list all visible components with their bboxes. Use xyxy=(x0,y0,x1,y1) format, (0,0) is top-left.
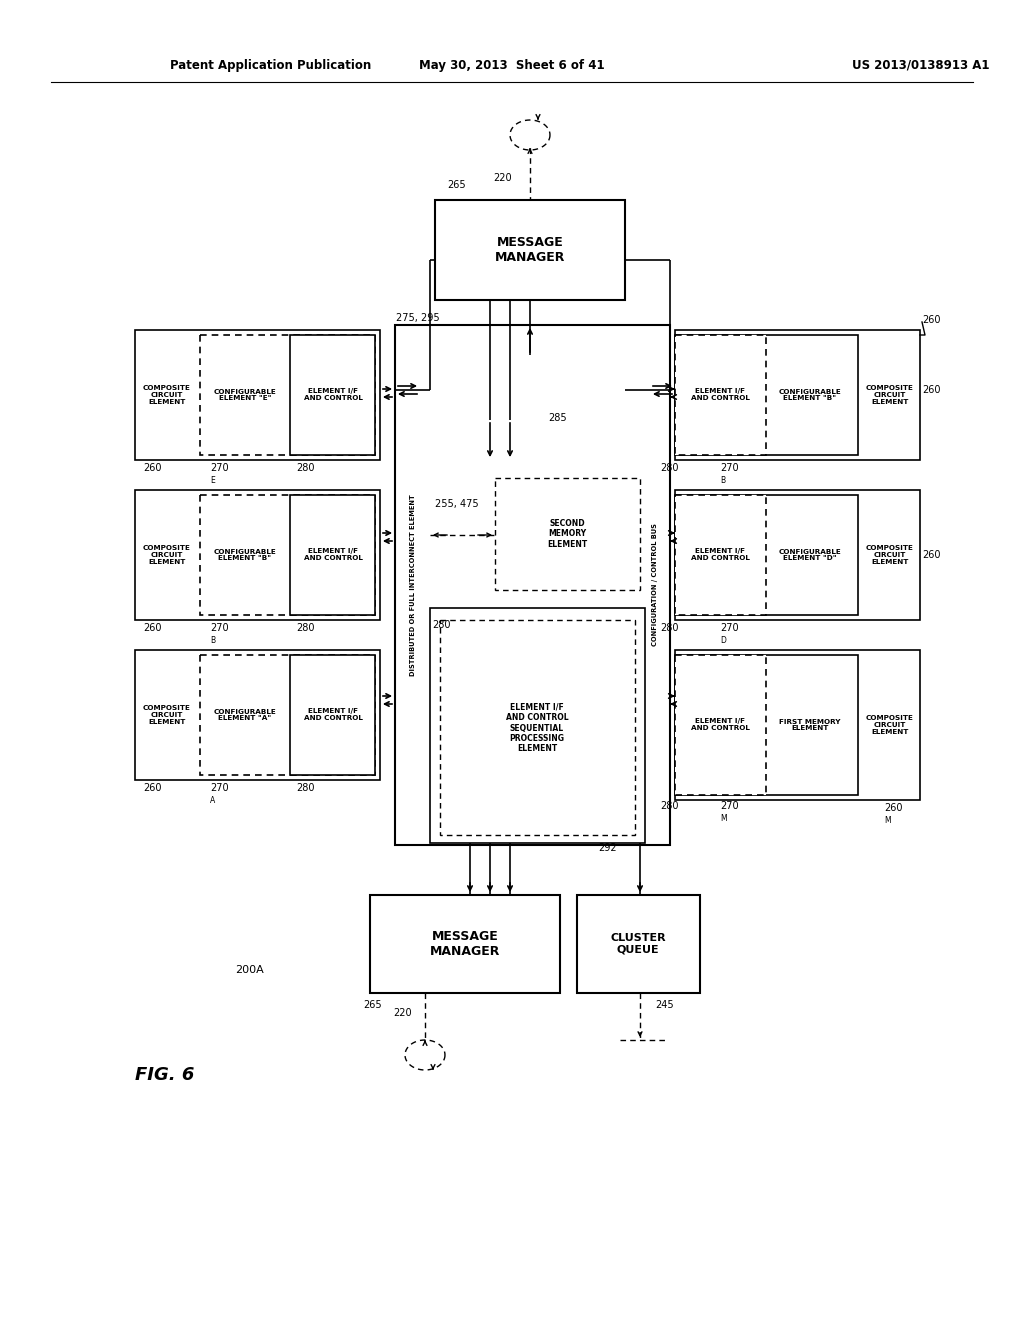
Bar xyxy=(675,335,766,455)
Text: 260: 260 xyxy=(922,315,940,325)
Text: M: M xyxy=(884,816,891,825)
Text: 260: 260 xyxy=(143,623,162,634)
Bar xyxy=(135,490,380,620)
Text: COMPOSITE
CIRCUIT
ELEMENT: COMPOSITE CIRCUIT ELEMENT xyxy=(866,715,914,735)
Text: ELEMENT I/F
AND CONTROL: ELEMENT I/F AND CONTROL xyxy=(690,549,750,561)
Text: 285: 285 xyxy=(548,413,566,422)
Bar xyxy=(200,335,375,455)
Text: CONFIGURABLE
ELEMENT "A": CONFIGURABLE ELEMENT "A" xyxy=(214,709,276,722)
Text: COMPOSITE
CIRCUIT
ELEMENT: COMPOSITE CIRCUIT ELEMENT xyxy=(866,545,914,565)
Text: 292: 292 xyxy=(598,843,616,853)
Bar xyxy=(200,495,375,615)
Text: CONFIGURABLE
ELEMENT "B": CONFIGURABLE ELEMENT "B" xyxy=(214,549,276,561)
Text: 270: 270 xyxy=(720,463,738,473)
Text: 280: 280 xyxy=(660,623,679,634)
Text: B: B xyxy=(720,477,725,484)
Text: 220: 220 xyxy=(393,1008,412,1018)
Text: MESSAGE
MANAGER: MESSAGE MANAGER xyxy=(495,236,565,264)
Text: ELEMENT I/F
AND CONTROL: ELEMENT I/F AND CONTROL xyxy=(303,709,362,722)
Text: 255, 475: 255, 475 xyxy=(435,499,478,510)
Bar xyxy=(577,895,700,993)
Text: B: B xyxy=(210,636,215,645)
Text: M: M xyxy=(720,814,727,822)
Text: E: E xyxy=(210,477,215,484)
Text: COMPOSITE
CIRCUIT
ELEMENT: COMPOSITE CIRCUIT ELEMENT xyxy=(143,705,190,725)
Text: 260: 260 xyxy=(143,463,162,473)
Text: 280: 280 xyxy=(296,783,314,793)
Text: 270: 270 xyxy=(210,463,228,473)
Text: 220: 220 xyxy=(493,173,512,183)
Text: A: A xyxy=(210,796,215,805)
Bar xyxy=(290,495,375,615)
Text: 280: 280 xyxy=(296,623,314,634)
Text: ELEMENT I/F
AND CONTROL: ELEMENT I/F AND CONTROL xyxy=(303,549,362,561)
Text: FIG. 6: FIG. 6 xyxy=(135,1067,195,1084)
Text: 280: 280 xyxy=(660,801,679,810)
Text: ELEMENT I/F
AND CONTROL: ELEMENT I/F AND CONTROL xyxy=(690,388,750,401)
Text: 260: 260 xyxy=(922,385,940,395)
Text: COMPOSITE
CIRCUIT
ELEMENT: COMPOSITE CIRCUIT ELEMENT xyxy=(143,385,190,405)
Text: FIRST MEMORY
ELEMENT: FIRST MEMORY ELEMENT xyxy=(779,718,841,731)
Bar xyxy=(675,335,858,455)
Text: 260: 260 xyxy=(884,803,902,813)
Text: 270: 270 xyxy=(720,801,738,810)
Bar xyxy=(675,655,766,795)
Text: 280: 280 xyxy=(296,463,314,473)
Text: D: D xyxy=(720,636,726,645)
Text: ELEMENT I/F
AND CONTROL: ELEMENT I/F AND CONTROL xyxy=(690,718,750,731)
Text: 280: 280 xyxy=(432,620,451,630)
Text: 245: 245 xyxy=(655,1001,674,1010)
Text: CONFIGURABLE
ELEMENT "E": CONFIGURABLE ELEMENT "E" xyxy=(214,388,276,401)
Bar xyxy=(430,609,645,843)
Text: 260: 260 xyxy=(922,550,940,560)
Text: SECOND
MEMORY
ELEMENT: SECOND MEMORY ELEMENT xyxy=(547,519,587,549)
Bar xyxy=(675,330,920,459)
Text: ELEMENT I/F
AND CONTROL: ELEMENT I/F AND CONTROL xyxy=(303,388,362,401)
Bar xyxy=(675,495,766,615)
Bar xyxy=(675,490,920,620)
Text: CLUSTER
QUEUE: CLUSTER QUEUE xyxy=(610,933,666,954)
Text: 200A: 200A xyxy=(234,965,264,975)
Text: 275, 295: 275, 295 xyxy=(396,313,439,323)
Text: ELEMENT I/F
AND CONTROL
SEQUENTIAL
PROCESSING
ELEMENT: ELEMENT I/F AND CONTROL SEQUENTIAL PROCE… xyxy=(506,702,568,754)
Bar xyxy=(290,335,375,455)
Bar xyxy=(135,649,380,780)
Text: MESSAGE
MANAGER: MESSAGE MANAGER xyxy=(430,931,500,958)
Bar xyxy=(675,655,858,795)
Text: CONFIGURATION / CONTROL BUS: CONFIGURATION / CONTROL BUS xyxy=(652,524,658,647)
Bar xyxy=(675,649,920,800)
Text: COMPOSITE
CIRCUIT
ELEMENT: COMPOSITE CIRCUIT ELEMENT xyxy=(866,385,914,405)
Bar xyxy=(370,895,560,993)
Bar xyxy=(440,620,635,836)
Text: May 30, 2013  Sheet 6 of 41: May 30, 2013 Sheet 6 of 41 xyxy=(419,58,605,71)
Bar xyxy=(395,325,670,845)
Text: 270: 270 xyxy=(720,623,738,634)
Text: Patent Application Publication: Patent Application Publication xyxy=(170,58,372,71)
Text: 260: 260 xyxy=(143,783,162,793)
Text: US 2013/0138913 A1: US 2013/0138913 A1 xyxy=(853,58,990,71)
Bar xyxy=(495,478,640,590)
Text: 270: 270 xyxy=(210,783,228,793)
Text: 280: 280 xyxy=(660,463,679,473)
Bar xyxy=(435,201,625,300)
Text: CONFIGURABLE
ELEMENT "D": CONFIGURABLE ELEMENT "D" xyxy=(778,549,842,561)
Text: 265: 265 xyxy=(447,180,466,190)
Text: 270: 270 xyxy=(210,623,228,634)
Text: 265: 265 xyxy=(362,1001,382,1010)
Text: CONFIGURABLE
ELEMENT "B": CONFIGURABLE ELEMENT "B" xyxy=(778,388,842,401)
Text: DISTRIBUTED OR FULL INTERCONNECT ELEMENT: DISTRIBUTED OR FULL INTERCONNECT ELEMENT xyxy=(410,494,416,676)
Bar xyxy=(135,330,380,459)
Text: COMPOSITE
CIRCUIT
ELEMENT: COMPOSITE CIRCUIT ELEMENT xyxy=(143,545,190,565)
Bar xyxy=(675,495,858,615)
Bar xyxy=(290,655,375,775)
Bar xyxy=(200,655,375,775)
